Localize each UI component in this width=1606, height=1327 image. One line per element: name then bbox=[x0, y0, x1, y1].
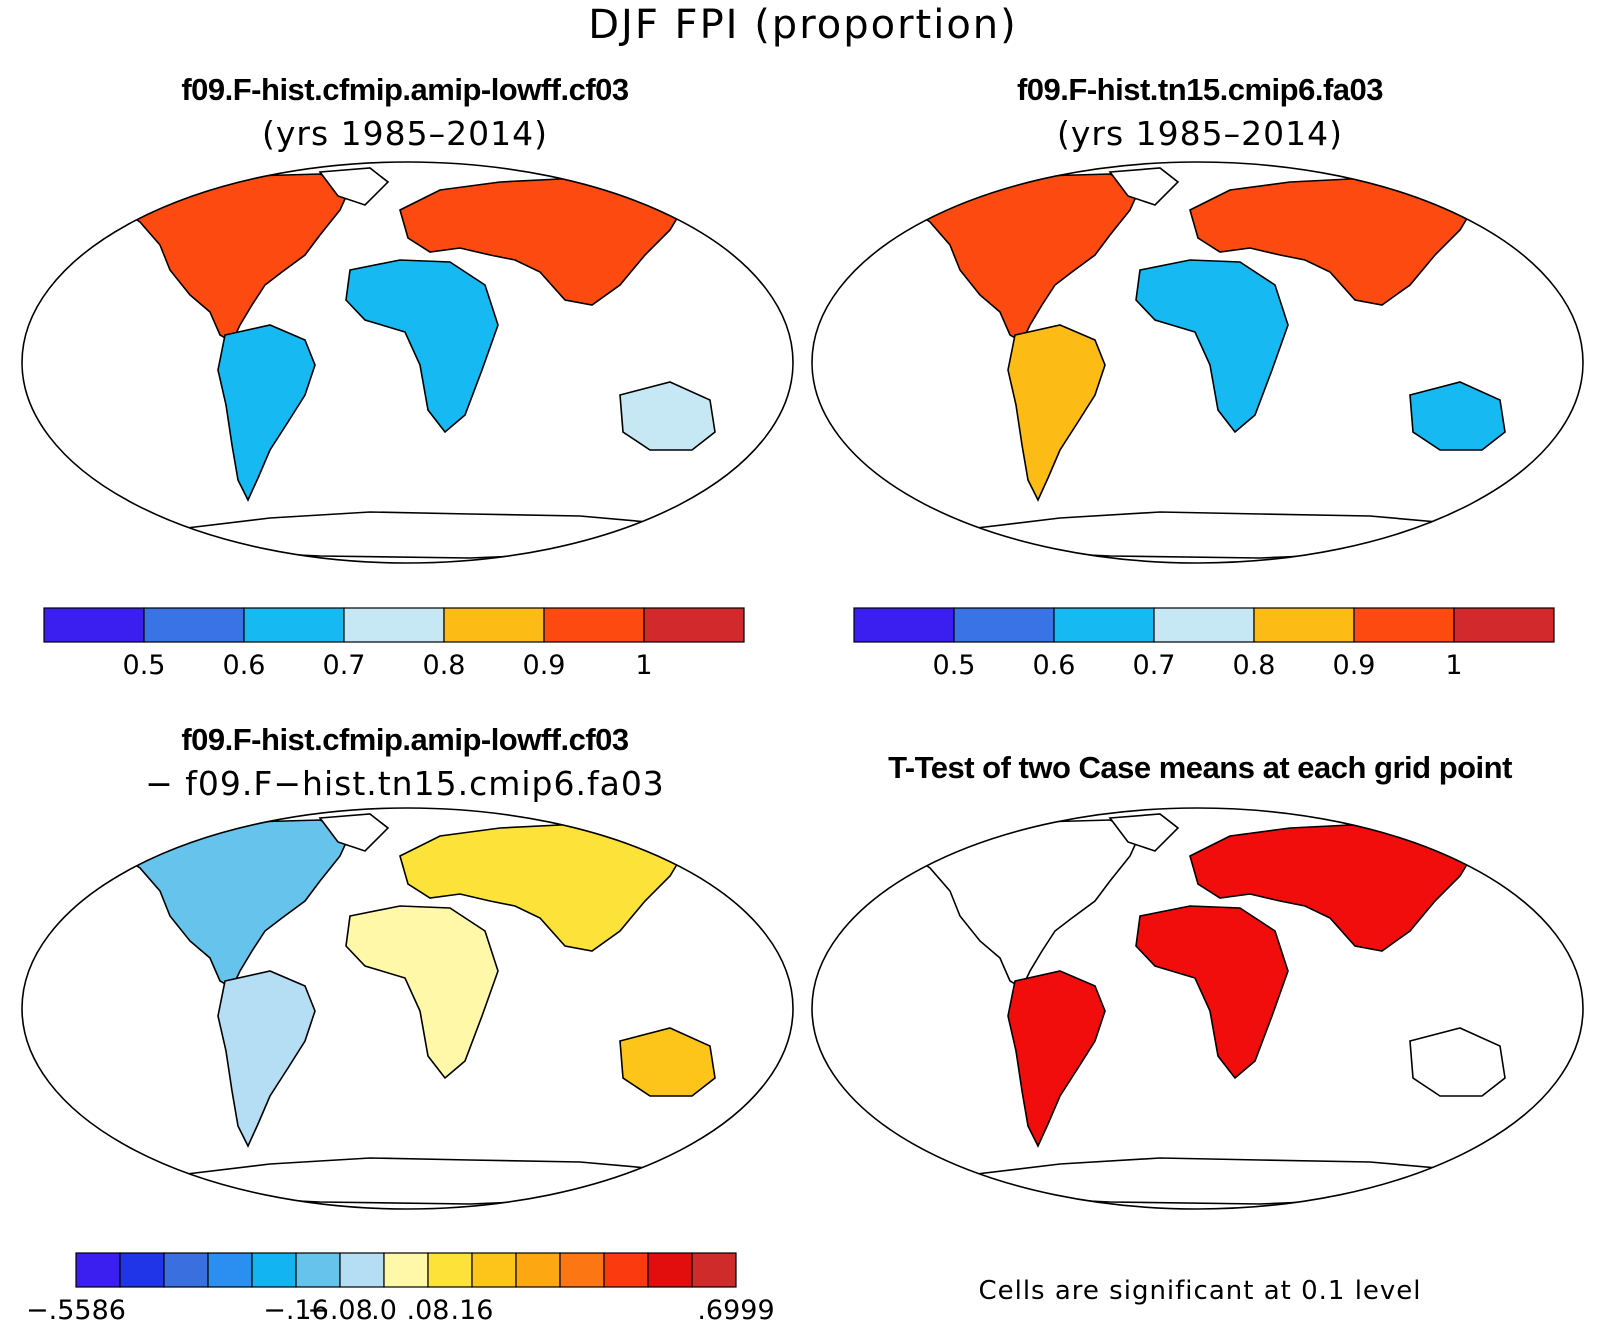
colorbar-swatch bbox=[1253, 607, 1355, 643]
colorbar-swatch bbox=[43, 607, 145, 643]
colorbar-tick-label: 0.6 bbox=[223, 650, 266, 681]
colorbar-swatch bbox=[603, 1252, 649, 1288]
panel-diff-subtitle: − f09.F−hist.tn15.cmip6.fa03 bbox=[145, 764, 665, 803]
continent-australia bbox=[619, 1027, 716, 1097]
continent-south-america bbox=[1007, 970, 1106, 1148]
continent-north-america bbox=[113, 173, 352, 344]
continent-south-america bbox=[217, 324, 316, 502]
colorbar-tick-label: 0.7 bbox=[1133, 650, 1176, 681]
colorbar-tick-label: .0 bbox=[371, 1295, 397, 1326]
continent-australia bbox=[1409, 381, 1506, 451]
continent-south-america bbox=[217, 970, 316, 1148]
colorbar-swatch bbox=[75, 1252, 121, 1288]
colorbar-tick-label: 0.5 bbox=[123, 650, 166, 681]
continent-antarctica bbox=[958, 511, 1493, 559]
colorbar-tick-label: 1 bbox=[635, 650, 652, 681]
continent-north-america bbox=[903, 819, 1142, 990]
colorbar-tick-label: .6999 bbox=[697, 1295, 774, 1326]
colorbar-swatch bbox=[251, 1252, 297, 1288]
panel-case1-subtitle: (yrs 1985–2014) bbox=[262, 114, 548, 153]
continent-north-america bbox=[903, 173, 1142, 344]
continent-africa bbox=[1135, 905, 1289, 1080]
panel-case1-colorbar: 0.5 0.6 0.7 0.8 0.9 1 bbox=[43, 607, 745, 681]
colorbar-swatch bbox=[471, 1252, 517, 1288]
map-border bbox=[811, 161, 1584, 564]
significance-note: Cells are significant at 0.1 level bbox=[978, 1276, 1422, 1306]
map-border bbox=[811, 807, 1584, 1210]
colorbar-tick-label: 0.9 bbox=[523, 650, 566, 681]
continent-north-america bbox=[113, 819, 352, 990]
continent-africa bbox=[345, 905, 499, 1080]
colorbar-swatch bbox=[143, 607, 245, 643]
continent-greenland bbox=[1108, 813, 1180, 852]
colorbar-tick-label: 0.8 bbox=[1233, 650, 1276, 681]
continent-australia bbox=[619, 381, 716, 451]
colorbar-tick-label: −.5586 bbox=[26, 1295, 126, 1326]
colorbar-swatch bbox=[383, 1252, 429, 1288]
colorbar-swatch bbox=[691, 1252, 737, 1288]
colorbar-tick-label: 0.7 bbox=[323, 650, 366, 681]
panel-case2-title: f09.F-hist.tn15.cmip6.fa03 bbox=[1016, 72, 1384, 107]
continent-antarctica bbox=[168, 1157, 703, 1205]
continent-south-america bbox=[1007, 324, 1106, 502]
colorbar-swatch bbox=[443, 607, 545, 643]
colorbar-tick-label: 0.8 bbox=[423, 650, 466, 681]
continent-greenland bbox=[1108, 167, 1180, 206]
colorbar-tick-label: 0.9 bbox=[1333, 650, 1376, 681]
colorbar-swatch bbox=[543, 607, 645, 643]
figure-title: DJF FPI (proportion) bbox=[588, 2, 1018, 48]
colorbar-tick-label: 0.6 bbox=[1033, 650, 1076, 681]
colorbar-swatch bbox=[295, 1252, 341, 1288]
colorbar-tick-label: .08 bbox=[407, 1295, 450, 1326]
colorbar-tick-label: .16 bbox=[451, 1295, 494, 1326]
panel-ttest-title: T-Test of two Case means at each grid po… bbox=[888, 750, 1512, 785]
panel-ttest-map bbox=[811, 807, 1584, 1210]
panel-diff-map bbox=[21, 807, 794, 1210]
continent-greenland bbox=[318, 813, 390, 852]
colorbar-swatch bbox=[343, 607, 445, 643]
continent-africa bbox=[345, 259, 499, 434]
colorbar-tick-label: −.08 bbox=[307, 1295, 373, 1326]
colorbar-swatch bbox=[1053, 607, 1155, 643]
colorbar-tick-label: 0.5 bbox=[933, 650, 976, 681]
continent-antarctica bbox=[168, 511, 703, 559]
panel-diff-colorbar: −.5586 −.16−.08.0 .08.16 .6999 bbox=[26, 1252, 775, 1326]
colorbar-swatch bbox=[1353, 607, 1455, 643]
panel-case2-subtitle: (yrs 1985–2014) bbox=[1057, 114, 1343, 153]
panel-case1-map bbox=[21, 161, 794, 564]
panel-diff-title: f09.F-hist.cfmip.amip-lowff.cf03 bbox=[181, 722, 629, 757]
continent-antarctica bbox=[958, 1157, 1493, 1205]
panel-case1-title: f09.F-hist.cfmip.amip-lowff.cf03 bbox=[181, 72, 629, 107]
colorbar-tick-label: −.16 bbox=[263, 1295, 329, 1326]
colorbar-swatch bbox=[1453, 607, 1555, 643]
colorbar-swatch bbox=[515, 1252, 561, 1288]
colorbar-swatch bbox=[953, 607, 1055, 643]
colorbar-swatch bbox=[647, 1252, 693, 1288]
colorbar-swatch bbox=[853, 607, 955, 643]
colorbar-tick-label: 1 bbox=[1445, 650, 1462, 681]
colorbar-swatch bbox=[163, 1252, 209, 1288]
colorbar-swatch bbox=[119, 1252, 165, 1288]
panel-case2-colorbar: 0.5 0.6 0.7 0.8 0.9 1 bbox=[853, 607, 1555, 681]
colorbar-swatch bbox=[643, 607, 745, 643]
continent-greenland bbox=[318, 167, 390, 206]
panel-case2-map bbox=[811, 161, 1584, 564]
colorbar-swatch bbox=[1153, 607, 1255, 643]
colorbar-swatch bbox=[427, 1252, 473, 1288]
colorbar-swatch bbox=[243, 607, 345, 643]
colorbar-swatch bbox=[207, 1252, 253, 1288]
continent-africa bbox=[1135, 259, 1289, 434]
colorbar-swatch bbox=[559, 1252, 605, 1288]
continent-australia bbox=[1409, 1027, 1506, 1097]
colorbar-swatch bbox=[339, 1252, 385, 1288]
map-border bbox=[21, 161, 794, 564]
map-border bbox=[21, 807, 794, 1210]
